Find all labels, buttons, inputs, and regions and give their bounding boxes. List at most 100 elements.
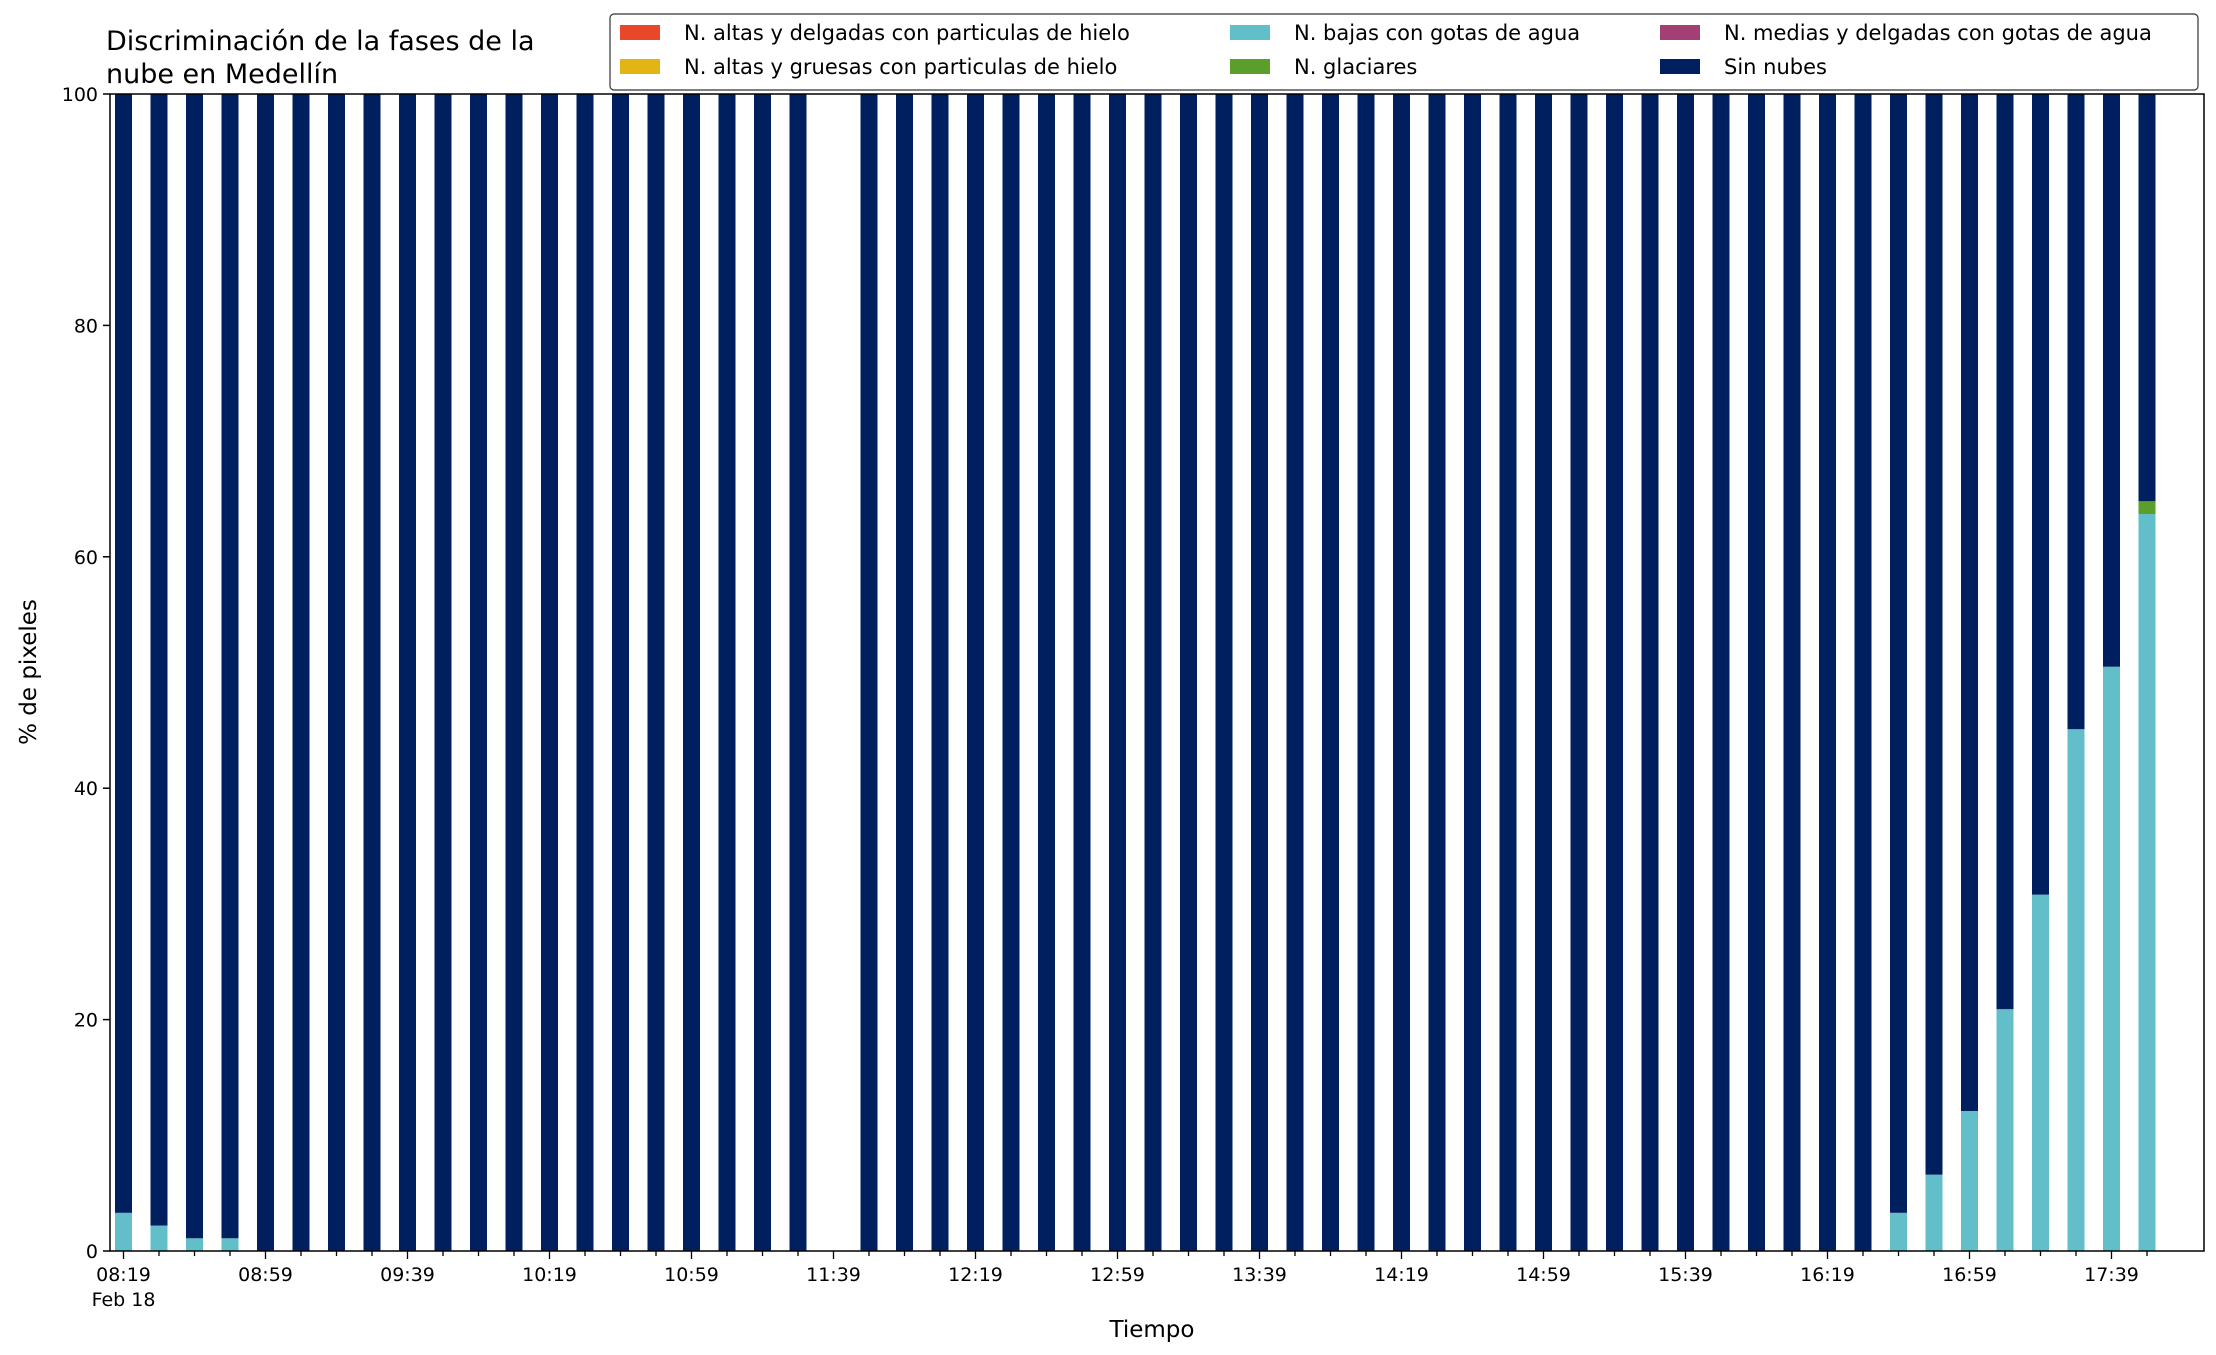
bar-17:09-series-5	[1996, 94, 2014, 1010]
bar-12:49-series-5	[1073, 94, 1091, 1251]
bar-11:19-series-5	[754, 94, 771, 1251]
bar-10:19-series-5	[541, 94, 558, 1251]
bar-12:29-series-5	[1002, 94, 1020, 1251]
x-tick-label-12:19: 12:19	[948, 1264, 1003, 1286]
x-date-label: Feb 18	[92, 1289, 156, 1311]
bar-12:39-series-5	[1038, 94, 1055, 1251]
y-axis-label: % de pixeles	[16, 599, 42, 745]
x-axis: 08:19 08:59 09:39 10:19 10:59 11:39 12:19 12:59…	[92, 1251, 2148, 1311]
bar-08:49-series-5	[221, 94, 239, 1239]
bar-16:09-series-5	[1783, 94, 1801, 1251]
bar-16:59-series-2	[1961, 1111, 1978, 1251]
x-tick-label-10:19: 10:19	[522, 1264, 577, 1286]
bar-17:29-series-2	[2067, 729, 2085, 1251]
bar-16:59-series-5	[1961, 94, 1978, 1111]
bar-10:09-series-5	[505, 94, 523, 1251]
legend-swatch-1	[620, 59, 660, 74]
legend-swatch-0	[620, 25, 660, 40]
bar-10:39-series-5	[612, 94, 629, 1251]
bar-13:39-series-5	[1251, 94, 1268, 1251]
bar-12:19-series-5	[967, 94, 984, 1251]
legend-label-3: N. glaciares	[1294, 55, 1417, 79]
bar-16:39-series-5	[1890, 94, 1907, 1213]
bar-15:09-series-5	[1570, 94, 1588, 1251]
y-tick-label-40: 40	[74, 778, 98, 800]
bar-09:39-series-5	[399, 94, 416, 1251]
bar-11:59-series-5	[896, 94, 913, 1251]
bar-16:19-series-5	[1819, 94, 1836, 1251]
bar-11:29-series-5	[789, 94, 807, 1251]
x-tick-label-15:39: 15:39	[1658, 1264, 1713, 1286]
bar-16:39-series-2	[1890, 1212, 1907, 1251]
bar-14:29-series-5	[1428, 94, 1446, 1251]
bar-14:59-series-5	[1535, 94, 1552, 1251]
bar-17:49-series-2	[2138, 513, 2156, 1251]
bar-10:59-series-5	[683, 94, 700, 1251]
bar-08:49-series-2	[221, 1238, 239, 1251]
bar-11:09-series-5	[718, 94, 736, 1251]
x-tick-label-17:39: 17:39	[2084, 1264, 2139, 1286]
bar-08:39-series-5	[186, 94, 203, 1239]
bar-13:19-series-5	[1180, 94, 1197, 1251]
x-tick-label-13:39: 13:39	[1232, 1264, 1287, 1286]
bar-15:19-series-5	[1606, 94, 1623, 1251]
bar-13:29-series-5	[1215, 94, 1233, 1251]
bar-17:39-series-2	[2103, 666, 2120, 1251]
x-tick-label-11:39: 11:39	[806, 1264, 861, 1286]
legend-swatch-5	[1660, 59, 1700, 74]
legend: N. altas y delgadas con particulas de hi…	[609, 13, 2199, 91]
bar-17:19-series-2	[2032, 894, 2049, 1251]
y-axis: 0 20 40 60 80 100	[62, 84, 110, 1263]
bar-17:49-series-3	[2138, 501, 2156, 514]
bar-13:59-series-5	[1322, 94, 1339, 1251]
x-axis-label: Tiempo	[1109, 1317, 1195, 1343]
x-tick-label-14:59: 14:59	[1516, 1264, 1571, 1286]
bar-16:49-series-5	[1925, 94, 1943, 1175]
bar-09:59-series-5	[470, 94, 487, 1251]
x-tick-label-10:59: 10:59	[664, 1264, 719, 1286]
bar-08:19-series-5	[115, 94, 132, 1213]
legend-swatch-2	[1230, 25, 1270, 40]
bar-09:49-series-5	[434, 94, 452, 1251]
bar-17:49-series-5	[2138, 94, 2156, 502]
x-tick-label-16:59: 16:59	[1942, 1264, 1997, 1286]
bar-08:19-series-2	[115, 1212, 132, 1251]
legend-label-0: N. altas y delgadas con particulas de hi…	[684, 21, 1130, 45]
bar-14:19-series-5	[1393, 94, 1410, 1251]
bar-15:29-series-5	[1641, 94, 1659, 1251]
bar-15:49-series-5	[1712, 94, 1730, 1251]
bar-16:49-series-2	[1925, 1174, 1943, 1251]
bar-17:29-series-5	[2067, 94, 2085, 730]
y-tick-label-60: 60	[74, 547, 98, 569]
y-tick-label-100: 100	[62, 84, 98, 106]
legend-frame	[609, 13, 2199, 91]
bar-10:29-series-5	[576, 94, 594, 1251]
bar-08:29-series-5	[150, 94, 168, 1226]
bar-08:39-series-2	[186, 1238, 203, 1251]
legend-label-5: Sin nubes	[1724, 55, 1827, 79]
legend-swatch-4	[1660, 25, 1700, 40]
bar-11:49-series-5	[860, 94, 878, 1251]
bar-09:29-series-5	[363, 94, 381, 1251]
bar-14:09-series-5	[1357, 94, 1375, 1251]
bar-14:39-series-5	[1464, 94, 1481, 1251]
bar-08:29-series-2	[150, 1225, 168, 1251]
legend-label-1: N. altas y gruesas con particulas de hie…	[684, 55, 1117, 79]
legend-label-4: N. medias y delgadas con gotas de agua	[1724, 21, 2152, 45]
bars-layer	[115, 94, 2156, 1251]
chart-title-line-2: nube en Medellín	[106, 59, 338, 90]
bar-17:39-series-5	[2103, 94, 2120, 667]
legend-swatch-3	[1230, 59, 1270, 74]
y-tick-label-20: 20	[74, 1010, 98, 1032]
x-tick-label-08:59: 08:59	[238, 1264, 293, 1286]
chart-title-line-1: Discriminación de la fases de la	[106, 26, 535, 57]
bar-17:19-series-5	[2032, 94, 2049, 895]
x-tick-label-12:59: 12:59	[1090, 1264, 1145, 1286]
legend-label-2: N. bajas con gotas de agua	[1294, 21, 1580, 45]
bar-14:49-series-5	[1499, 94, 1517, 1251]
bar-13:09-series-5	[1144, 94, 1162, 1251]
bar-17:09-series-2	[1996, 1009, 2014, 1251]
x-tick-label-16:19: 16:19	[1800, 1264, 1855, 1286]
bar-10:49-series-5	[647, 94, 665, 1251]
